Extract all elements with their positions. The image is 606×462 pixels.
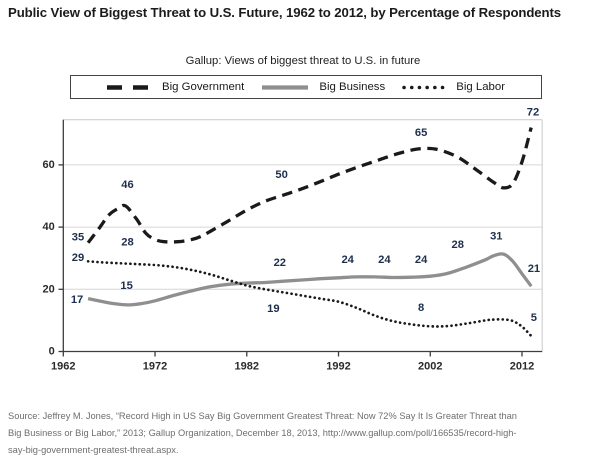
data-label-big-labor: 28 (121, 237, 133, 249)
data-label-big-government: 46 (121, 179, 133, 191)
legend-item-big-business: Big Business (260, 81, 385, 93)
source-line: Big Business or Big Labor,” 2013; Gallup… (8, 427, 517, 438)
series-line-big-business (87, 252, 533, 307)
x-tick-label: 1982 (235, 361, 259, 373)
x-tick-label: 2012 (510, 361, 534, 373)
data-label-big-government: 35 (72, 232, 84, 244)
legend: Big Government Big Business Big Labor (70, 75, 542, 99)
legend-item-big-labor: Big Labor (401, 81, 505, 93)
chart-subtitle: Gallup: Views of biggest threat to U.S. … (185, 55, 421, 67)
data-label-big-business: 15 (120, 280, 132, 292)
y-tick-label: 0 (49, 346, 55, 358)
source-line: say-big-government-greatest-threat.aspx. (8, 444, 179, 455)
threat-trend-line-chart: 0 20 40 60 1962 1972 1982 1992 2002 2012 35 46 50 65 7… (43, 107, 543, 373)
figure-title: Public View of Biggest Threat to U.S. Fu… (8, 5, 562, 20)
series-line-big-labor (86, 259, 533, 338)
data-label-big-business: 21 (528, 263, 540, 275)
data-label-big-government: 72 (527, 107, 539, 119)
data-label-big-business: 24 (415, 254, 428, 266)
data-label-big-business: 24 (341, 254, 354, 266)
y-tick-label: 20 (43, 283, 55, 295)
source-note: Source: Jeffrey M. Jones, “Record High i… (8, 408, 602, 458)
dashed-line-icon (107, 84, 151, 90)
solid-line-icon (262, 84, 309, 90)
data-label-big-labor: 19 (267, 303, 279, 315)
data-label-big-government: 50 (275, 169, 287, 181)
x-tick-label: 1992 (326, 361, 350, 373)
legend-item-big-government: Big Government (105, 81, 244, 93)
data-label-big-business: 17 (71, 294, 83, 306)
data-label-big-business: 28 (452, 239, 464, 251)
data-label-big-business: 24 (378, 254, 391, 266)
source-line: Source: Jeffrey M. Jones, “Record High i… (8, 411, 517, 421)
data-label-big-labor: 5 (531, 312, 537, 324)
legend-label: Big Labor (456, 81, 505, 93)
data-label-big-business: 22 (274, 257, 286, 269)
legend-label: Big Business (319, 81, 386, 93)
y-tick-label: 40 (43, 221, 55, 233)
dotted-line-icon (402, 85, 447, 89)
data-label-big-labor: 8 (418, 302, 424, 314)
data-label-big-government: 65 (415, 127, 427, 139)
x-tick-label: 1962 (51, 361, 75, 373)
data-label-big-labor: 29 (72, 252, 84, 264)
data-label-big-business: 31 (490, 231, 502, 243)
x-tick-label: 2002 (418, 361, 442, 373)
x-tick-label: 1972 (143, 361, 167, 373)
legend-label: Big Government (162, 81, 245, 93)
series-line-big-government (86, 127, 533, 244)
y-tick-label: 60 (43, 159, 55, 171)
